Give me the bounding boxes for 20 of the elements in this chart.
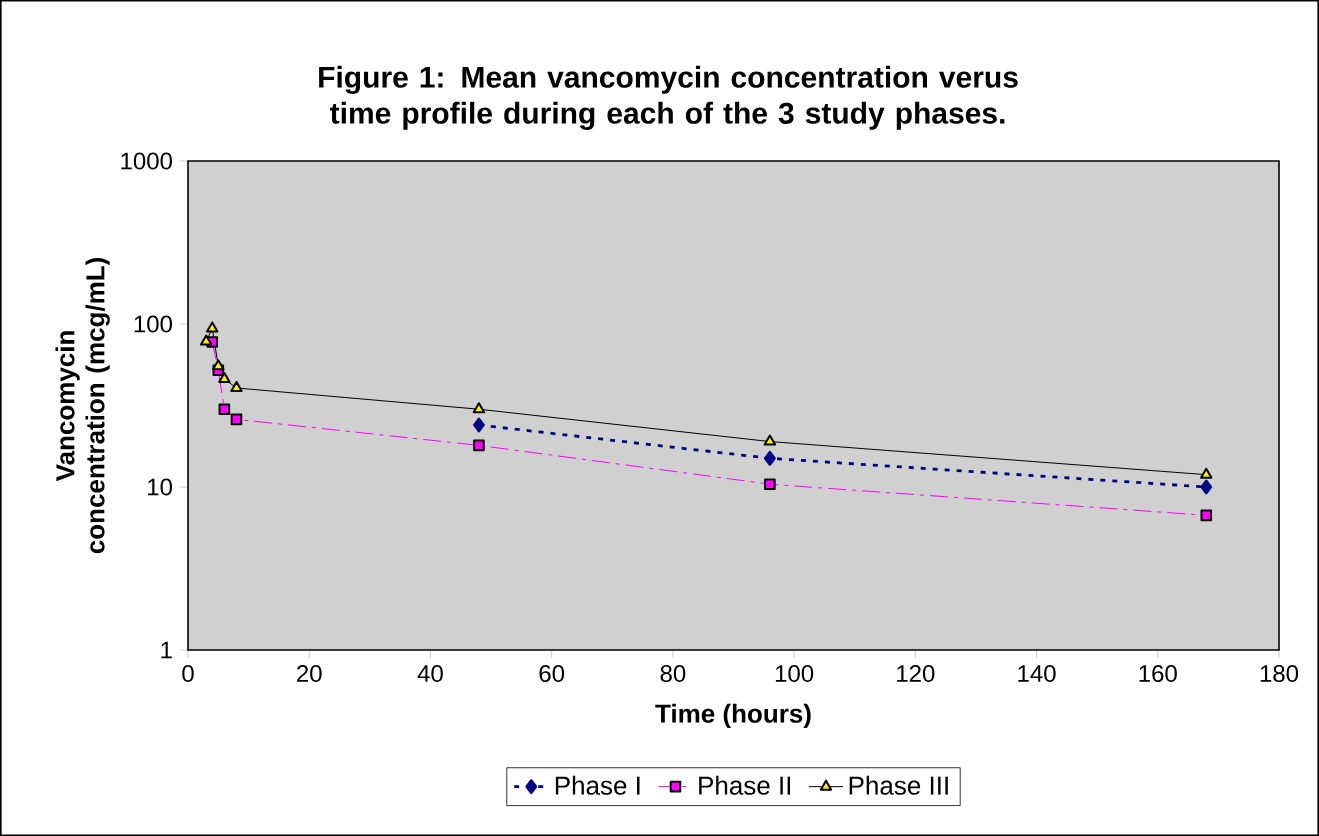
x-tick-label: 0 <box>182 665 194 683</box>
x-tick-label: 100 <box>775 665 814 683</box>
y-tick-label: 10 <box>148 478 173 496</box>
y-axis-title: Vancomycin concentration (mcg/mL) <box>55 258 110 554</box>
y-tick-label: 100 <box>134 315 173 333</box>
x-axis-title: Time (hours) <box>655 703 811 729</box>
x-tick-label: 160 <box>1139 665 1177 683</box>
y-tick-label: 1000 <box>121 152 172 170</box>
x-tick-label: 140 <box>1018 665 1056 683</box>
legend-label: Phase II <box>699 775 791 795</box>
x-tick-label: 80 <box>660 665 686 683</box>
x-tick-label: 180 <box>1260 665 1299 683</box>
x-tick-label: 60 <box>539 665 565 683</box>
legend-label: Phase III <box>849 775 948 795</box>
legend-label: Phase I <box>555 775 640 795</box>
x-tick-label: 120 <box>897 665 935 683</box>
y-tick-label: 1 <box>161 641 172 659</box>
x-tick-label: 20 <box>297 665 322 683</box>
chart-title: Figure 1: Mean vancomycin concentration verus time profile during each of the 3 study phases. <box>319 65 1018 130</box>
x-tick-label: 40 <box>417 665 443 683</box>
